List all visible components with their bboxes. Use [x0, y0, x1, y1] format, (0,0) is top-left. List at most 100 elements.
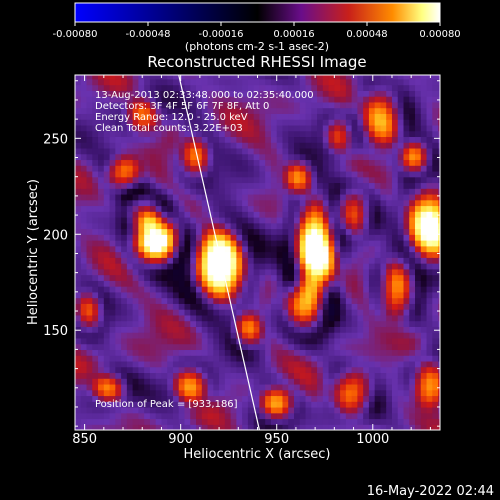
heatmap-cell [357, 401, 364, 408]
heatmap-cell [144, 395, 151, 402]
heatmap-cell [374, 182, 382, 189]
heatmap-cell [426, 343, 433, 351]
heatmap-cell [190, 101, 197, 109]
heatmap-cell [294, 291, 301, 299]
heatmap-cell [270, 84, 278, 91]
heatmap-cell [138, 78, 145, 86]
heatmap-cell [149, 418, 157, 425]
heatmap-cell [288, 412, 295, 420]
heatmap-cell [247, 320, 255, 327]
heatmap-cell [167, 303, 174, 310]
heatmap-cell [132, 286, 139, 293]
heatmap-cell [80, 211, 88, 218]
heatmap-cell [184, 159, 191, 166]
heatmap-cell [288, 176, 295, 184]
heatmap-cell [115, 170, 122, 178]
heatmap-cell [126, 251, 134, 258]
heatmap-cell [213, 314, 220, 322]
heatmap-cell [230, 188, 237, 195]
heatmap-cell [167, 389, 174, 397]
heatmap-cell [213, 170, 220, 178]
heatmap-cell [340, 309, 347, 316]
heatmap-cell [132, 303, 139, 310]
heatmap-cell [144, 211, 151, 218]
heatmap-cell [265, 170, 272, 178]
heatmap-cell [403, 274, 410, 281]
heatmap-cell [213, 159, 220, 166]
colorbar-ticks: -0.00080 -0.00048 -0.00016 0.00016 0.00048 0.… [53, 22, 461, 40]
heatmap-cell [172, 412, 180, 420]
heatmap-cell [345, 199, 353, 207]
heatmap-cell [415, 274, 422, 281]
heatmap-cell [265, 205, 272, 212]
heatmap-cell [224, 355, 232, 362]
heatmap-cell [368, 332, 376, 339]
heatmap-cell [432, 389, 439, 397]
heatmap-cell [149, 84, 157, 91]
heatmap-cell [161, 291, 168, 299]
heatmap-cell [149, 153, 157, 161]
heatmap-cell [270, 234, 278, 241]
heatmap-cell [196, 130, 203, 138]
heatmap-cell [299, 378, 307, 385]
heatmap-cell [149, 107, 157, 114]
heatmap-cell [115, 372, 122, 379]
heatmap-cell [368, 234, 376, 241]
heatmap-cell [155, 303, 163, 310]
heatmap-cell [357, 263, 364, 270]
heatmap-cell [403, 412, 410, 420]
heatmap-cell [161, 418, 168, 425]
heatmap-cell [236, 78, 243, 86]
heatmap-cell [172, 263, 180, 270]
heatmap-cell [299, 418, 307, 425]
heatmap-cell [155, 401, 163, 408]
heatmap-cell [438, 240, 440, 247]
heatmap-cell [357, 222, 364, 230]
heatmap-cell [178, 424, 186, 430]
heatmap-cell [420, 263, 428, 270]
heatmap-cell [178, 90, 186, 97]
heatmap-cell [219, 124, 226, 132]
annotation-detectors: Detectors: 3F 4F 5F 6F 7F 8F, Att 0 [95, 101, 269, 112]
heatmap-cell [86, 234, 93, 241]
heatmap-cell [161, 320, 168, 327]
heatmap-cell [121, 147, 128, 155]
heatmap-cell [184, 268, 191, 276]
heatmap-cell [420, 366, 428, 374]
heatmap-cell [230, 251, 237, 258]
heatmap-cell [236, 412, 243, 420]
heatmap-cell [409, 170, 416, 178]
heatmap-cell [282, 119, 289, 126]
heatmap-cell [253, 360, 261, 368]
heatmap-cell [322, 245, 330, 253]
heatmap-cell [224, 147, 232, 155]
heatmap-cell [397, 113, 405, 120]
heatmap-cell [144, 332, 151, 339]
heatmap-cell [397, 303, 405, 310]
heatmap-cell [161, 303, 168, 310]
x-tick-label: 1000 [356, 432, 389, 447]
heatmap-cell [149, 165, 157, 172]
heatmap-cell [426, 245, 433, 253]
heatmap-cell [98, 320, 105, 327]
heatmap-cell [109, 142, 116, 149]
heatmap-cell [294, 280, 301, 287]
heatmap-cell [167, 101, 174, 109]
heatmap-cell [391, 199, 399, 207]
heatmap-cell [121, 124, 128, 132]
heatmap-cell [121, 401, 128, 408]
heatmap-cell [299, 245, 307, 253]
heatmap-cell [322, 176, 330, 184]
heatmap-cell [438, 309, 440, 316]
heatmap-cell [242, 263, 249, 270]
heatmap-cell [149, 320, 157, 327]
heatmap-cell [403, 366, 410, 374]
heatmap-cell [167, 268, 174, 276]
heatmap-cell [322, 395, 330, 402]
heatmap-cell [328, 101, 335, 109]
heatmap-cell [236, 165, 243, 172]
heatmap-cell [345, 389, 353, 397]
heatmap-cell [305, 159, 312, 166]
heatmap-cell [397, 199, 405, 207]
heatmap-cell [426, 124, 433, 132]
